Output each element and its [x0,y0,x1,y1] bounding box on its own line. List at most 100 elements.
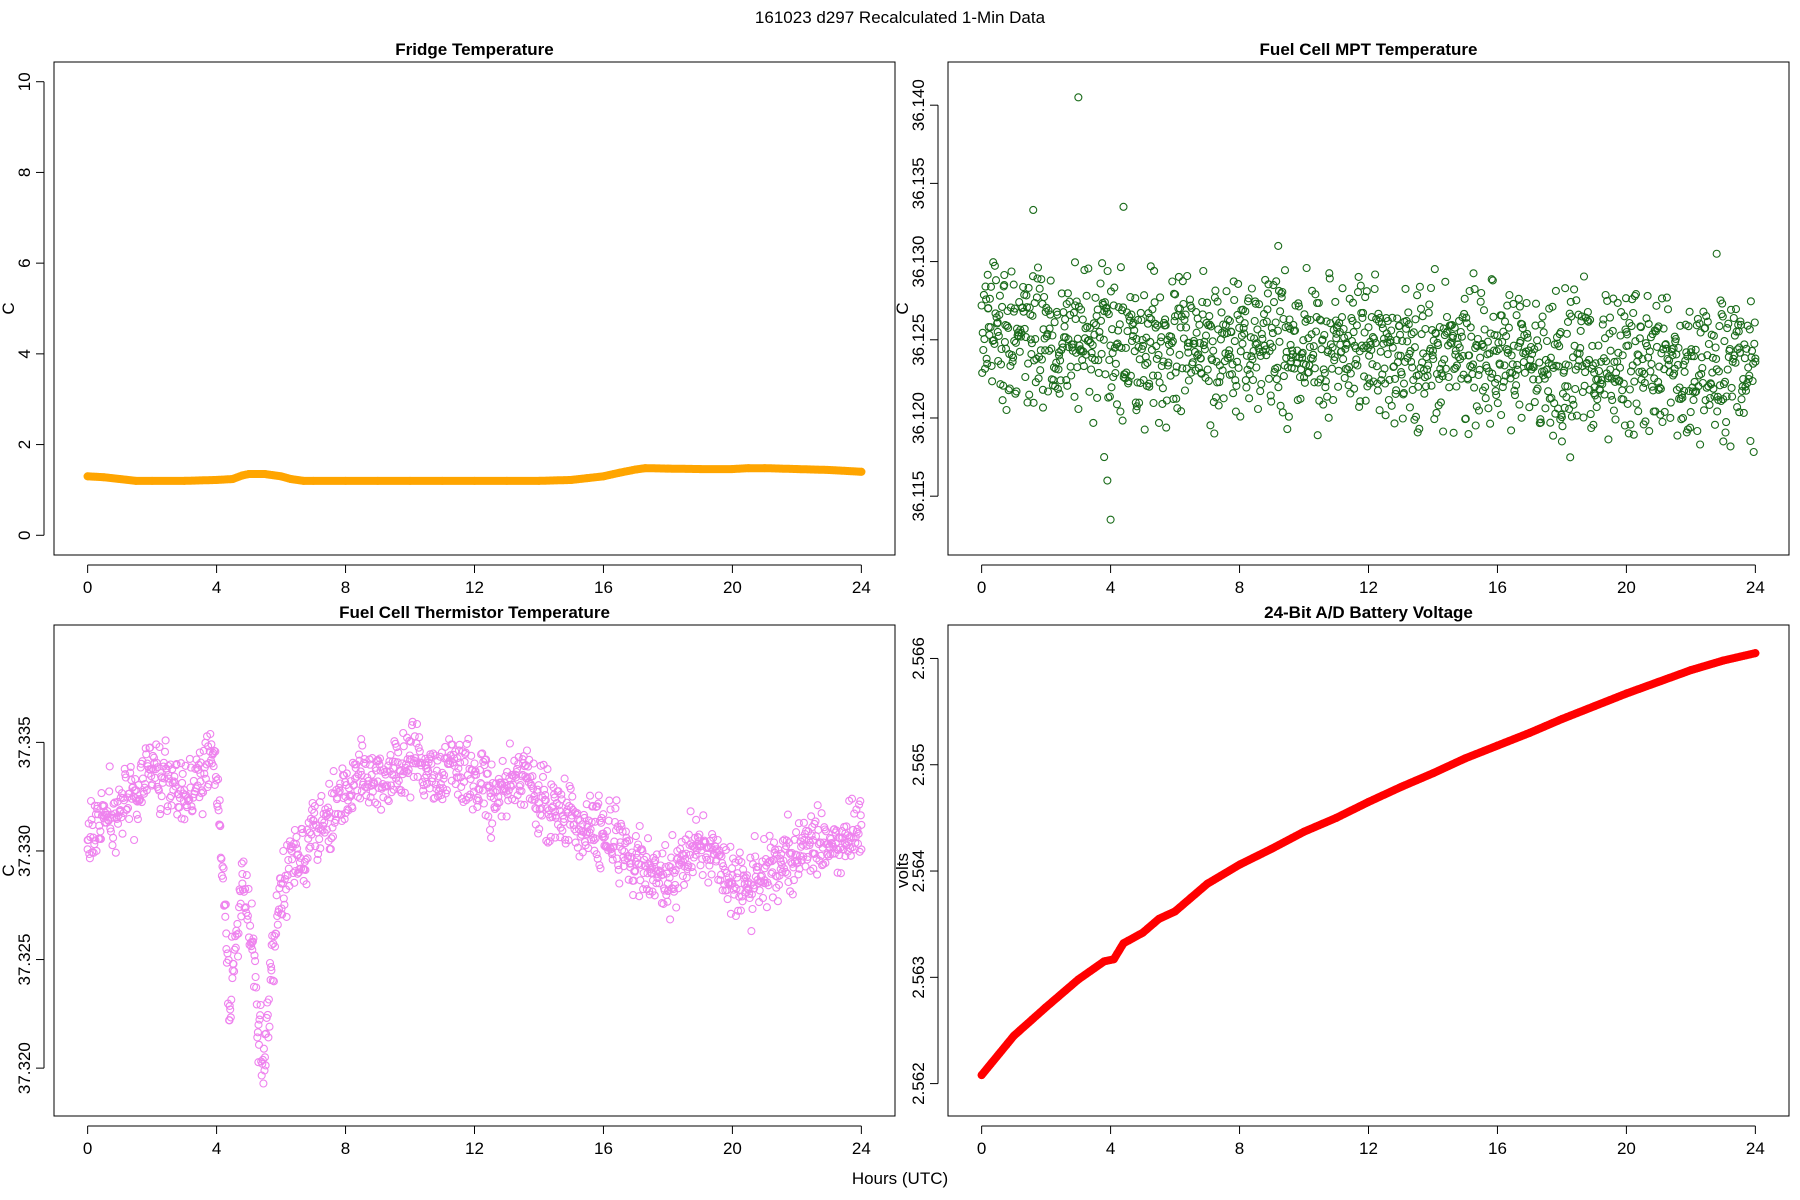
fuel-cell-mpt-temperature-sample-point [1100,298,1109,307]
fuel-cell-mpt-temperature-sample-point [1040,334,1049,343]
fuel-cell-mpt-temperature-sample-point [1600,334,1610,343]
fuel-cell-mpt-temperature-sample-point [1591,359,1600,368]
fuel-cell-mpt-temperature-sample-point [1441,364,1450,373]
fuel-cell-mpt-temperature-sample-point [1185,295,1195,304]
fuel-cell-mpt-temperature-sample-point [1110,283,1119,292]
fuel-cell-mpt-temperature-sample-point [1411,315,1420,324]
fuel-cell-mpt-temperature-sample-point [1140,425,1149,434]
fuel-cell-thermistor-temperature-sample-point [130,786,139,795]
fuel-cell-thermistor-temperature-sample-point [578,848,587,857]
fuel-cell-thermistor-temperature-sample-point [227,932,236,941]
fuel-cell-mpt-temperature-sample-point [1711,343,1720,352]
fuel-cell-mpt-temperature-sample-point [1731,305,1741,314]
fridge-temperature-point [277,472,286,481]
battery-voltage-point [1396,783,1405,792]
fuel-cell-thermistor-temperature-sample-point [813,870,822,879]
fuel-cell-thermistor-temperature-sample-point [417,753,426,763]
fuel-cell-thermistor-temperature-sample-point [226,1005,235,1014]
fuel-cell-thermistor-temperature-sample-point [399,728,408,738]
battery-voltage-point [1154,914,1163,923]
fuel-cell-thermistor-temperature-sample-point [726,909,735,918]
fuel-cell-mpt-temperature-sample-point [1177,407,1186,416]
fuel-cell-mpt-temperature-sample-point [1625,385,1634,394]
fuel-cell-thermistor-temperature-sample-point [656,861,665,870]
fuel-cell-mpt-temperature-sample-point [1542,336,1552,346]
fuel-cell-mpt-temperature-sample-point [1358,308,1368,317]
fuel-cell-mpt-temperature-sample-point [1047,344,1056,353]
fuel-cell-thermistor-temperature-sample-point [618,827,627,836]
fuel-cell-mpt-temperature-sample-point [1515,400,1524,409]
fuel-cell-mpt-temperature-sample-point [1522,298,1531,308]
fuel-cell-thermistor-temperature-sample-point [206,729,215,739]
fuel-cell-thermistor-temperature-sample-point [551,833,560,842]
fuel-cell-thermistor-temperature-sample-point [747,927,756,936]
fuel-cell-thermistor-temperature-sample-point [610,837,619,846]
fuel-cell-thermistor-temperature-sample-point [197,789,206,798]
fuel-cell-thermistor-temperature-sample-point [705,861,714,870]
fuel-cell-mpt-temperature-sample-point [1554,362,1563,371]
fuel-cell-mpt-temperature-sample-point [1499,327,1508,336]
fuel-cell-thermistor-temperature-sample-point [383,795,392,804]
fuel-cell-mpt-temperature-sample-point [1321,377,1330,386]
fuel-cell-thermistor-temperature-sample-point [799,818,808,827]
fuel-cell-thermistor-temperature-sample-point [724,879,733,888]
fuel-cell-mpt-temperature-sample-point [1604,435,1613,444]
fuel-cell-thermistor-temperature-sample-point [743,879,752,888]
fuel-cell-mpt-temperature-sample-point [1421,382,1431,391]
fuel-cell-thermistor-temperature-sample-point [512,767,521,777]
fuel-cell-mpt-temperature-sample-point [1481,382,1490,392]
fuel-cell-mpt-temperature-sample-point [1429,336,1438,345]
fuel-cell-mpt-temperature-sample-point [1608,326,1617,335]
fuel-cell-mpt-temperature-sample-point [1540,374,1549,383]
fuel-cell-mpt-temperature-sample-point [1745,325,1754,334]
fuel-cell-thermistor-temperature-sample-point [253,1033,262,1042]
fuel-cell-mpt-temperature-sample-point [1111,369,1120,378]
fuel-cell-thermistor-temperature-sample-point [856,797,865,806]
fuel-cell-thermistor-temperature-sample-point [117,813,126,822]
fuel-cell-mpt-temperature-sample-point [1179,334,1188,343]
fuel-cell-thermistor-temperature-sample-point [517,787,526,796]
fuel-cell-mpt-temperature-sample-point [1361,396,1370,405]
fridge-temperature-point [99,473,108,482]
fuel-cell-mpt-temperature-sample-point [1708,353,1717,362]
fuel-cell-thermistor-temperature-sample-point [165,778,174,787]
fuel-cell-mpt-temperature-sample-point [1346,369,1355,378]
fuel-cell-mpt-temperature-sample-point [1657,349,1666,358]
fuel-cell-mpt-temperature-point [1038,385,1047,394]
fuel-cell-mpt-temperature-sample-point [981,282,990,291]
fuel-cell-mpt-temperature-sample-point [1638,355,1647,364]
fridge-temperature-point [131,476,140,485]
fuel-cell-thermistor-temperature-sample-point [356,767,365,776]
fuel-cell-mpt-temperature-sample-point [1509,299,1518,308]
fuel-cell-mpt-temperature-sample-point [1450,323,1459,332]
fuel-cell-mpt-temperature-sample-point [1088,341,1097,350]
battery-voltage-point [1235,860,1244,869]
fuel-cell-mpt-temperature-sample-point [1703,317,1712,326]
fuel-cell-mpt-temperature-sample-point [1103,266,1112,276]
fuel-cell-mpt-temperature-sample-point [1269,298,1279,307]
fuel-cell-mpt-temperature-sample-point [1103,307,1112,316]
fuel-cell-mpt-temperature-sample-point [1143,358,1152,367]
fuel-cell-mpt-temperature-point [1100,453,1109,462]
fuel-cell-thermistor-temperature-sample-point [241,884,250,894]
fuel-cell-mpt-temperature-sample-point [1553,339,1562,348]
fuel-cell-mpt-temperature-sample-point [1131,294,1140,303]
battery-voltage-plot-frame [947,624,1790,1117]
fuel-cell-thermistor-temperature-sample-point [265,958,275,968]
fuel-cell-mpt-temperature-sample-point [1710,420,1720,429]
fuel-cell-thermistor-temperature-sample-point [218,874,228,883]
fuel-cell-mpt-temperature-sample-point [1673,360,1683,369]
fuel-cell-mpt-temperature-sample-point [1662,293,1671,302]
fuel-cell-mpt-temperature-sample-point [1256,351,1265,360]
fuel-cell-mpt-temperature-sample-point [984,304,993,313]
fuel-cell-mpt-temperature-sample-point [1367,313,1376,322]
fuel-cell-thermistor-temperature-sample-point [516,780,525,790]
fuel-cell-mpt-temperature-sample-point [1099,335,1108,344]
fuel-cell-mpt-temperature-sample-point [1106,341,1115,350]
fuel-cell-mpt-temperature-sample-point [1474,406,1484,415]
fuel-cell-mpt-temperature-sample-point [1452,382,1461,391]
fuel-cell-mpt-temperature-sample-point [1095,333,1104,342]
fuel-cell-mpt-temperature-sample-point [1087,348,1096,357]
fuel-cell-mpt-temperature-sample-point [1151,319,1160,328]
fuel-cell-mpt-temperature-sample-point [1440,355,1449,364]
